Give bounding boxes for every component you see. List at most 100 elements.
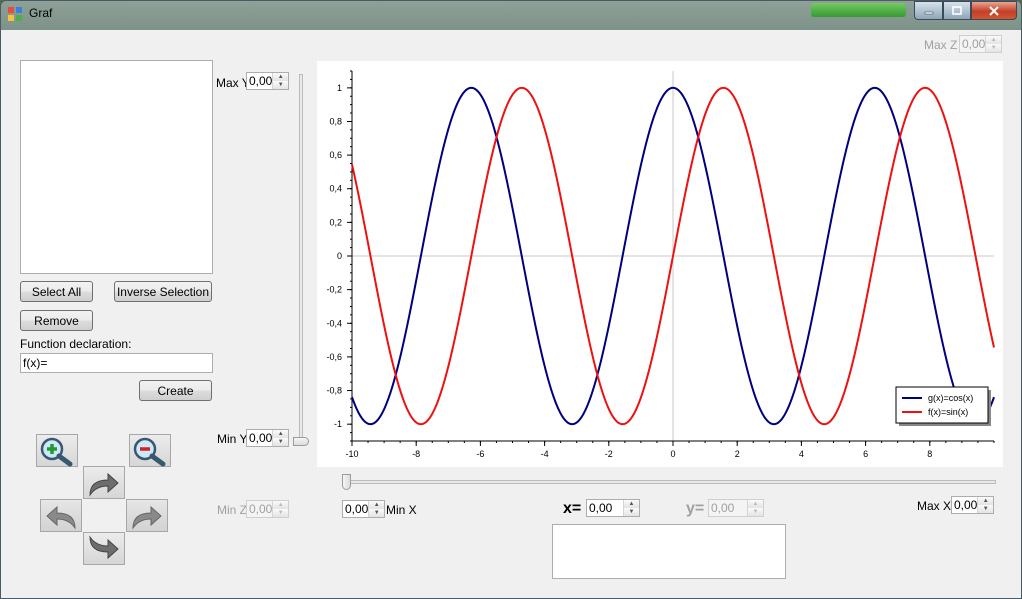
y-coordinate-spinner[interactable]: 0,00 ▲ ▼ bbox=[708, 499, 764, 517]
x-tick-label: -2 bbox=[605, 449, 613, 459]
close-button[interactable] bbox=[971, 1, 1017, 20]
client-area: Max Z 0,00 ▲ ▼ Select All Inverse Selecti… bbox=[8, 30, 1016, 598]
x-tick-label: -10 bbox=[345, 449, 358, 459]
rotate-left-icon bbox=[46, 505, 76, 530]
max-y-value: 0,00 bbox=[249, 74, 273, 88]
y-tick-label: -0,4 bbox=[326, 318, 342, 328]
max-z-label: Max Z bbox=[924, 38, 958, 52]
y-tick-label: 0,6 bbox=[329, 150, 342, 160]
y-coordinate-label: y= bbox=[686, 500, 705, 517]
spin-down-icon[interactable]: ▼ bbox=[369, 509, 384, 517]
rotate-down-icon bbox=[89, 534, 119, 559]
function-chart[interactable]: -10 -8 -6 -4 -2 0 2 4 6 8 1 0,8 0,6 0,4 0,2 0 -0,2 -0,4 -0… bbox=[317, 61, 1003, 467]
x-tick-label: -8 bbox=[412, 449, 420, 459]
spin-up-icon[interactable]: ▲ bbox=[624, 500, 639, 508]
rotate-right-icon bbox=[132, 505, 162, 530]
x-tick-label: 4 bbox=[799, 449, 804, 459]
minimize-button[interactable] bbox=[914, 1, 943, 20]
remove-button[interactable]: Remove bbox=[20, 310, 93, 331]
y-coordinate-value: 0,00 bbox=[711, 501, 735, 515]
spin-down-icon[interactable]: ▼ bbox=[273, 438, 288, 446]
spin-up-icon[interactable]: ▲ bbox=[273, 73, 288, 81]
rotate-right-button[interactable] bbox=[126, 499, 168, 532]
max-x-spinner[interactable]: 0,00 ▲ ▼ bbox=[951, 496, 994, 514]
y-tick-label: 0,8 bbox=[329, 116, 342, 126]
function-declaration-input[interactable] bbox=[20, 353, 213, 373]
max-z-value: 0,00 bbox=[962, 37, 986, 51]
window-title: Graf bbox=[29, 6, 53, 20]
min-z-spinner[interactable]: 0,00 ▲ ▼ bbox=[246, 500, 289, 518]
min-x-spinner[interactable]: 0,00 ▲ ▼ bbox=[342, 500, 385, 518]
min-y-spinner[interactable]: 0,00 ▲ ▼ bbox=[246, 429, 289, 447]
function-declaration-label: Function declaration: bbox=[20, 337, 132, 351]
min-z-label: Min Z bbox=[217, 503, 247, 517]
spin-down-icon[interactable]: ▼ bbox=[978, 505, 993, 513]
zoom-out-icon bbox=[133, 437, 166, 466]
series-line-cos bbox=[351, 86, 995, 426]
select-all-button[interactable]: Select All bbox=[20, 281, 93, 302]
x-slider-track[interactable] bbox=[342, 480, 996, 484]
maximize-icon bbox=[952, 6, 962, 15]
max-x-label: Max X bbox=[917, 499, 952, 513]
x-tick-label: 0 bbox=[670, 449, 675, 459]
create-button[interactable]: Create bbox=[139, 380, 212, 401]
x-tick-label: 6 bbox=[863, 449, 868, 459]
spin-up-icon[interactable]: ▲ bbox=[748, 500, 763, 508]
spin-up-icon[interactable]: ▲ bbox=[369, 501, 384, 509]
legend-entry: g(x)=cos(x) bbox=[928, 393, 973, 403]
zoom-out-button[interactable] bbox=[129, 434, 171, 467]
zoom-in-button[interactable] bbox=[36, 434, 78, 467]
x-slider-thumb[interactable] bbox=[342, 474, 351, 490]
y-tick-label: 0,2 bbox=[329, 217, 342, 227]
max-y-spinner[interactable]: 0,00 ▲ ▼ bbox=[246, 72, 289, 90]
x-tick-label: 2 bbox=[735, 449, 740, 459]
spin-down-icon[interactable]: ▼ bbox=[273, 81, 288, 89]
x-coordinate-label: x= bbox=[563, 500, 582, 517]
spin-down-icon[interactable]: ▼ bbox=[624, 508, 639, 516]
close-icon bbox=[989, 5, 999, 16]
spin-down-icon[interactable]: ▼ bbox=[986, 44, 1001, 52]
spin-up-icon[interactable]: ▲ bbox=[986, 36, 1001, 44]
maximize-button[interactable] bbox=[943, 1, 971, 20]
min-x-label: Min X bbox=[386, 503, 417, 517]
rotate-left-button[interactable] bbox=[40, 499, 82, 532]
max-z-spinner[interactable]: 0,00 ▲ ▼ bbox=[959, 35, 1002, 53]
y-tick-label: -0,8 bbox=[326, 386, 342, 396]
series-line-sin bbox=[351, 86, 995, 426]
spin-up-icon[interactable]: ▲ bbox=[273, 430, 288, 438]
x-tick-label: -6 bbox=[476, 449, 484, 459]
y-tick-label: -0,2 bbox=[326, 285, 342, 295]
x-tick-label: 8 bbox=[927, 449, 932, 459]
max-y-label: Max Y bbox=[216, 76, 250, 90]
x-tick-label: -4 bbox=[541, 449, 549, 459]
min-z-value: 0,00 bbox=[249, 502, 273, 516]
legend-box bbox=[895, 386, 989, 424]
minimize-icon bbox=[924, 11, 933, 14]
spin-up-icon[interactable]: ▲ bbox=[978, 497, 993, 505]
zoom-in-icon bbox=[40, 437, 73, 466]
min-x-value: 0,00 bbox=[345, 502, 369, 516]
app-icon bbox=[8, 7, 22, 21]
x-coordinate-value: 0,00 bbox=[589, 501, 613, 515]
inverse-selection-button[interactable]: Inverse Selection bbox=[114, 281, 212, 302]
y-tick-label: -0,6 bbox=[326, 352, 342, 362]
rotate-down-button[interactable] bbox=[83, 532, 125, 565]
background-decoration bbox=[811, 3, 906, 17]
spin-up-icon[interactable]: ▲ bbox=[273, 501, 288, 509]
x-coordinate-spinner[interactable]: 0,00 ▲ ▼ bbox=[586, 499, 640, 517]
rotate-up-button[interactable] bbox=[83, 466, 125, 499]
function-listbox[interactable] bbox=[20, 60, 213, 274]
y-tick-label: -1 bbox=[334, 419, 342, 429]
y-tick-label: 0 bbox=[337, 251, 342, 261]
y-slider-thumb[interactable] bbox=[293, 437, 309, 446]
output-textbox[interactable] bbox=[552, 524, 786, 579]
spin-down-icon[interactable]: ▼ bbox=[273, 509, 288, 517]
rotate-up-icon bbox=[89, 472, 119, 497]
y-slider-track[interactable] bbox=[299, 74, 303, 440]
legend-entry: f(x)=sin(x) bbox=[928, 407, 968, 417]
y-tick-label: 0,4 bbox=[329, 184, 342, 194]
max-x-value: 0,00 bbox=[954, 498, 978, 512]
min-y-label: Min Y bbox=[217, 432, 248, 446]
spin-down-icon[interactable]: ▼ bbox=[748, 508, 763, 516]
